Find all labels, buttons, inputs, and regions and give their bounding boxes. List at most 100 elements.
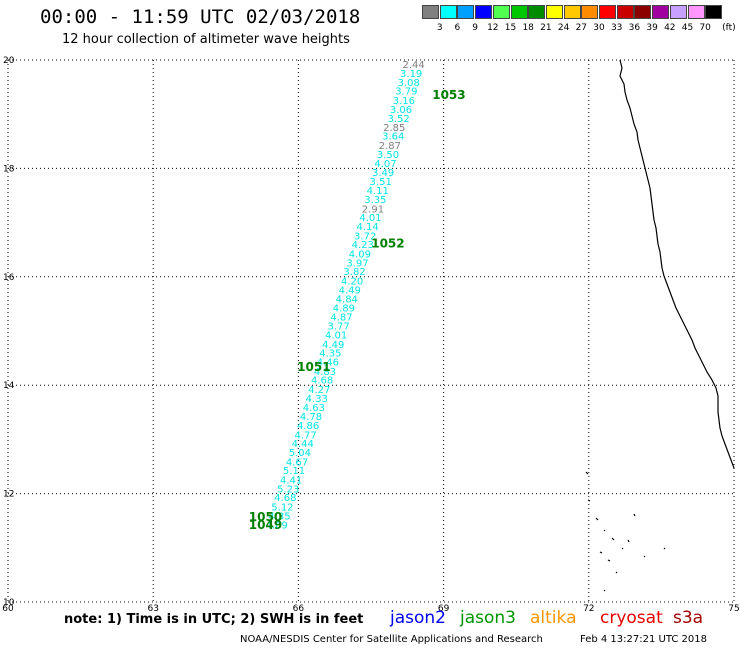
colorbar-label: 27 [575,23,588,33]
wave-height-label: 3.08 [398,78,420,89]
colorbar-label: 12 [487,23,499,33]
colorbar-swatch [634,5,652,19]
wave-height-label: 4.68 [274,493,296,504]
credit-line: NOAA/NESDIS Center for Satellite Applica… [240,634,543,645]
pass-time-label: 1050 [249,510,282,524]
satellite-altika: altika [530,608,577,628]
colorbar-swatch [492,5,510,19]
coastline-west-india [619,59,735,469]
wave-height-label: 3.49 [372,168,394,179]
wave-height-label: 3.82 [343,267,365,278]
wave-height-label: 4.11 [367,186,389,197]
wave-height-label: 4.27 [308,385,330,396]
wave-height-label: 4.44 [292,439,314,450]
lat-lon-grid [7,59,735,603]
pass-time-label: 1053 [432,88,465,102]
lat-tick-16: 16 [3,273,15,283]
wave-height-label: 4.07 [374,159,396,170]
colorbar-swatch [457,5,475,19]
colorbar-label: 18 [522,23,534,33]
coastal-islands [585,471,666,592]
wave-height-label: 4.01 [359,213,381,224]
wave-height-label: 4.69 [265,520,287,531]
colorbar-label: 6 [454,23,461,33]
colorbar-swatch [439,5,457,19]
wave-height-label: 4.89 [333,303,355,314]
lat-tick-14: 14 [3,381,15,391]
colorbar-label: 3 [436,23,443,33]
colorbar-label: 30 [593,23,605,33]
wave-height-label: 3.06 [390,105,412,116]
colorbar-label: 24 [557,23,570,33]
colorbar-swatch [599,5,616,19]
lon-tick-63: 63 [147,604,158,614]
wave-height-label: 3.64 [382,132,404,143]
wave-height-label: 5.23 [277,485,299,496]
colorbar-unit: (ft) [722,23,736,33]
pass-time-label: 1049 [249,518,282,532]
satellite-jason3: jason3 [460,608,516,628]
wave-height-label: 5.04 [289,448,311,459]
wave-height-label: 3.52 [387,114,409,125]
wave-height-label: 3.72 [354,231,376,242]
wave-height-label: 4.84 [336,294,358,305]
wave-height-label: 4.14 [356,222,378,233]
colorbar-swatch [687,5,705,19]
colorbar-label: 39 [646,23,658,33]
colorbar-label: 21 [540,23,552,33]
colorbar-swatch [510,5,528,19]
colorbar-swatch [616,5,634,19]
wave-height-label: 3.50 [377,150,399,161]
wave-height-label: 4.41 [280,475,302,486]
lat-tick-10: 10 [3,598,15,608]
lon-tick-72: 72 [583,604,594,614]
wave-height-label: 4.87 [330,313,352,324]
map-subtitle: 12 hour collection of altimeter wave hei… [62,32,350,47]
colorbar-label: 36 [628,23,641,33]
wave-height-label: 4.78 [300,412,322,423]
wave-height-label: 2.44 [402,60,424,71]
colorbar-swatch [705,5,723,19]
wave-height-label: 3.51 [370,177,392,188]
wave-height-label: 4.83 [314,367,336,378]
wave-height-label: 4.86 [297,421,319,432]
lat-tick-20: 20 [3,56,15,66]
wave-height-label: 2.87 [379,141,401,152]
wave-height-label: 3.19 [400,69,422,80]
wave-height-label: 3.79 [395,87,417,98]
colorbar-swatch [652,5,670,19]
axis-labels: 60 63 66 69 72 75 10 12 14 16 18 20 [2,56,739,614]
wave-height-label: 4.09 [349,249,371,260]
colorbar-swatch [422,5,439,19]
wave-height-label: 4.01 [325,331,347,342]
coastline [585,59,735,592]
wave-height-label: 4.20 [341,276,363,287]
wave-height-label: 3.97 [346,259,368,270]
wave-height-label: 4.33 [306,394,328,405]
wave-height-label: 3.77 [327,321,349,332]
colorbar-swatch [563,5,581,19]
wave-height-label: 4.23 [352,240,374,251]
wave-height-label: 4.77 [295,430,317,441]
satellite-jason2: jason2 [390,608,446,628]
colorbar-swatch [528,5,546,19]
satellite-s3a: s3a [673,608,704,628]
generated-timestamp: Feb 4 13:27:21 UTC 2018 [580,634,707,645]
wave-height-label: 4.35 [268,512,290,523]
wave-height-label: 2.85 [383,123,405,134]
lat-tick-18: 18 [3,164,15,174]
colorbar-label: 45 [681,23,694,33]
altimeter-track: 2.443.193.083.793.163.063.522.853.642.87… [249,60,466,532]
lon-tick-60: 60 [2,604,14,614]
colorbar-swatch [581,5,599,19]
lon-tick-75: 75 [728,604,739,614]
lat-tick-12: 12 [3,490,14,500]
wave-height-label: 3.35 [364,195,386,206]
satellite-cryosat: cryosat [600,608,663,628]
colorbar-label: 15 [504,23,517,33]
lon-tick-69: 69 [438,604,450,614]
colorbar-label: 42 [664,23,676,33]
wave-height-label: 4.46 [317,358,339,369]
colorbar-label: 70 [699,23,711,33]
